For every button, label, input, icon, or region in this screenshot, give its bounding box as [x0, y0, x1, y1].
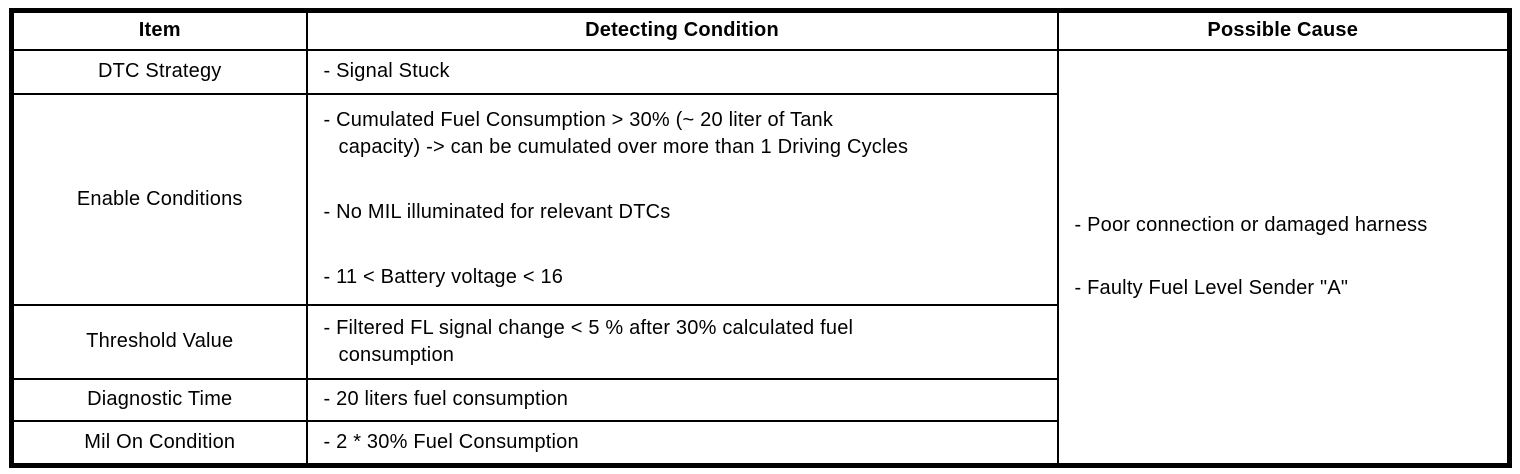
col-header-possible-cause: Possible Cause: [1056, 9, 1511, 51]
condition-list: - Cumulated Fuel Consumption > 30% (~ 20…: [309, 107, 1056, 291]
possible-cause-list: - Poor connection or damaged harness - F…: [1060, 212, 1508, 302]
condition-text: - Signal Stuck: [323, 60, 450, 82]
header-row: Item Detecting Condition Possible Cause: [10, 9, 1511, 51]
row-label-dtc-strategy: DTC Strategy: [10, 48, 308, 95]
table-row-threshold-value: Threshold Value - Filtered FL signal cha…: [10, 303, 1510, 380]
table-row-dtc-strategy: DTC Strategy - Signal Stuck - Poor conne…: [10, 48, 1511, 467]
possible-cause-item: - Faulty Fuel Level Sender "A": [1074, 276, 1349, 299]
condition-cell-diagnostic-time: - 20 liters fuel consumption: [305, 377, 1059, 422]
condition-cell-enable-conditions: - Cumulated Fuel Consumption > 30% (~ 20…: [305, 92, 1059, 306]
col-header-detecting-condition: Detecting Condition: [305, 9, 1059, 51]
condition-cell-threshold-value: - Filtered FL signal change < 5 % after …: [305, 303, 1059, 380]
condition-cell-dtc-strategy: - Signal Stuck: [305, 48, 1059, 95]
diagnostic-table: Item Detecting Condition Possible Cause …: [9, 8, 1512, 468]
row-label-enable-conditions: Enable Conditions: [10, 92, 308, 306]
row-label-threshold-value: Threshold Value: [10, 303, 308, 380]
table-row-diagnostic-time: Diagnostic Time - 20 liters fuel consump…: [10, 377, 1510, 422]
condition-cell-mil-on-condition: - 2 * 30% Fuel Consumption: [305, 419, 1059, 467]
condition-text: - No MIL illuminated for relevant DTCs: [323, 201, 671, 223]
condition-text: - 11 < Battery voltage < 16: [323, 266, 564, 288]
row-label-mil-on-condition: Mil On Condition: [10, 419, 308, 467]
possible-cause-cell: - Poor connection or damaged harness - F…: [1056, 48, 1511, 467]
row-label-diagnostic-time: Diagnostic Time: [10, 377, 308, 422]
col-header-item: Item: [10, 9, 308, 51]
condition-text: - Cumulated Fuel Consumption > 30% (~ 20…: [323, 109, 909, 158]
condition-text: - 20 liters fuel consumption: [323, 388, 569, 410]
possible-cause-item: - Poor connection or damaged harness: [1074, 213, 1428, 236]
condition-text: - 2 * 30% Fuel Consumption: [323, 430, 579, 453]
table-row-enable-conditions: Enable Conditions - Cumulated Fuel Consu…: [10, 92, 1510, 306]
table-row-mil-on-condition: Mil On Condition - 2 * 30% Fuel Consumpt…: [10, 419, 1510, 467]
condition-text: - Filtered FL signal change < 5 % after …: [323, 316, 854, 366]
